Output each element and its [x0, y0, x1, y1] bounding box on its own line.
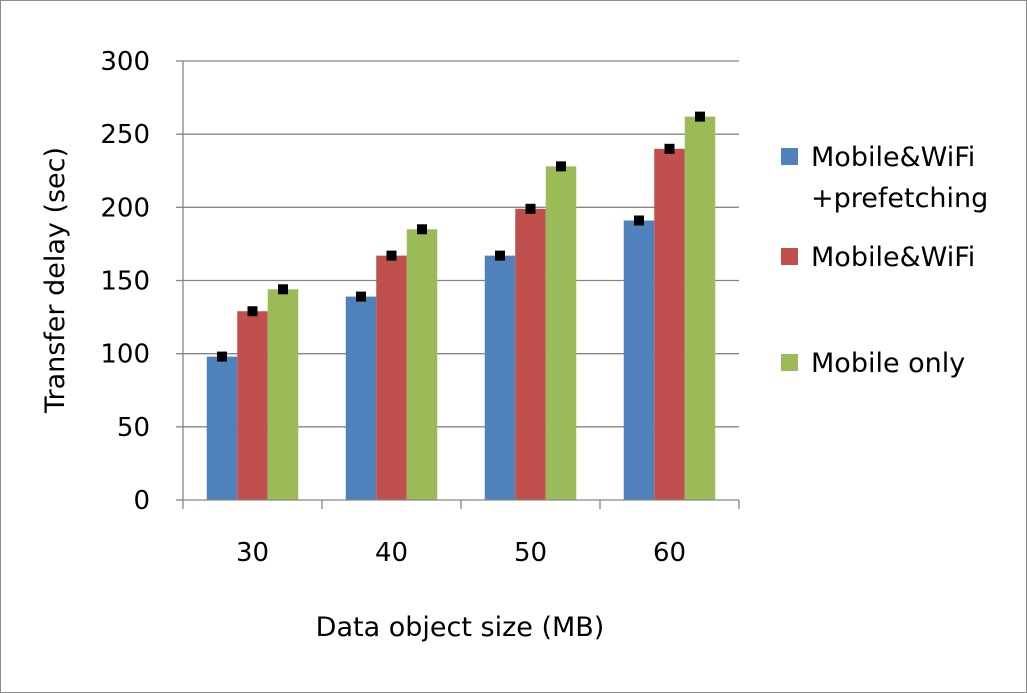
marker-series1-30 [247, 306, 258, 317]
legend-swatch-2 [781, 354, 798, 371]
marker-series0-40 [356, 291, 366, 302]
x-tick-label-40: 40 [375, 538, 408, 568]
legend-label-1-0: Mobile&WiFi [811, 242, 975, 273]
y-tick-label-250: 250 [100, 120, 150, 150]
y-tick-labels: 0 50 100 150 200 250 300 [100, 47, 150, 516]
marker-series2-40 [417, 224, 427, 235]
axes [176, 60, 740, 509]
y-axis-title: Transfer delay (sec) [40, 147, 71, 414]
legend-label-0-0: Mobile&WiFi [811, 142, 975, 173]
marker-series0-50 [495, 250, 505, 261]
bar-series2-30 [267, 289, 299, 500]
marker-series0-30 [217, 351, 227, 362]
marker-series1-60 [664, 143, 675, 154]
y-tick-label-150: 150 [100, 267, 150, 297]
data-markers [217, 111, 705, 362]
bar-series2-40 [406, 229, 438, 501]
legend-swatch-0 [781, 148, 798, 165]
x-tick-labels: 30 40 50 60 [236, 538, 686, 568]
bar-series2-60 [684, 116, 716, 501]
bar-series0-30 [206, 356, 238, 500]
legend-label-2-0: Mobile only [811, 348, 965, 379]
x-tick-label-60: 60 [653, 538, 686, 568]
marker-series2-50 [556, 161, 566, 172]
marker-series1-40 [386, 250, 397, 261]
y-tick-label-0: 0 [133, 486, 150, 516]
bars [206, 116, 716, 501]
marker-series1-50 [525, 203, 536, 214]
marker-series0-60 [634, 215, 644, 226]
y-tick-label-300: 300 [100, 47, 150, 77]
bar-series0-60 [623, 220, 655, 500]
y-tick-label-200: 200 [100, 193, 150, 223]
bar-series1-60 [654, 148, 685, 501]
bar-series1-30 [237, 311, 268, 500]
legend: Mobile&WiFi +prefetching Mobile&WiFi Mobile… [781, 142, 988, 379]
legend-swatch-1 [781, 248, 798, 265]
y-tick-label-100: 100 [100, 340, 150, 370]
bar-series0-50 [484, 255, 516, 500]
marker-series2-60 [695, 111, 705, 122]
x-axis-title: Data object size (MB) [316, 612, 605, 643]
bar-series2-50 [545, 166, 577, 501]
marker-series2-30 [278, 284, 288, 295]
y-tick-label-50: 50 [117, 413, 150, 443]
bar-series0-40 [345, 296, 377, 500]
x-tick-label-50: 50 [514, 538, 547, 568]
x-tick-label-30: 30 [236, 538, 269, 568]
legend-label-0-1: +prefetching [811, 183, 988, 214]
bar-series1-50 [515, 208, 546, 500]
bar-series1-40 [376, 255, 407, 500]
